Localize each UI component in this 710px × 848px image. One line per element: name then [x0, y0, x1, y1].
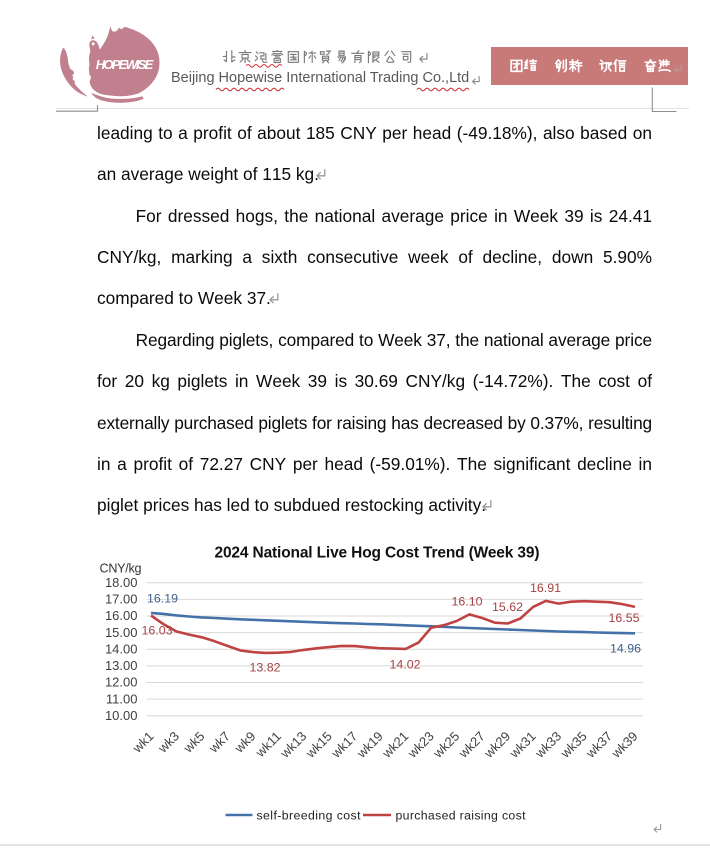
svg-text:wk25: wk25	[430, 729, 463, 762]
svg-text:15.00: 15.00	[105, 625, 138, 640]
svg-text:wk37: wk37	[582, 729, 615, 762]
svg-text:11.00: 11.00	[106, 691, 138, 706]
svg-text:16.91: 16.91	[530, 581, 561, 595]
svg-text:13.82: 13.82	[249, 661, 280, 675]
svg-text:wk35: wk35	[557, 729, 590, 762]
svg-text:14.96: 14.96	[610, 641, 641, 655]
svg-text:16.10: 16.10	[451, 595, 482, 609]
svg-text:wk23: wk23	[404, 729, 437, 762]
svg-text:wk7: wk7	[205, 729, 233, 757]
svg-text:14.02: 14.02	[389, 658, 420, 672]
svg-text:14.00: 14.00	[105, 642, 138, 657]
svg-text:wk39: wk39	[608, 729, 641, 762]
svg-text:wk1: wk1	[129, 729, 157, 757]
svg-text:17.00: 17.00	[105, 592, 138, 607]
svg-text:12.00: 12.00	[105, 675, 138, 690]
svg-text:16.55: 16.55	[608, 611, 639, 625]
svg-text:wk11: wk11	[252, 729, 284, 761]
svg-text:16.19: 16.19	[147, 592, 178, 606]
svg-text:10.00: 10.00	[105, 708, 138, 723]
svg-text:CNY/kg: CNY/kg	[100, 562, 142, 576]
svg-text:wk31: wk31	[506, 729, 539, 762]
svg-text:18.00: 18.00	[105, 575, 138, 590]
svg-text:wk3: wk3	[154, 729, 182, 757]
svg-text:wk17: wk17	[328, 729, 361, 762]
svg-text:13.00: 13.00	[105, 658, 138, 673]
svg-text:wk5: wk5	[180, 729, 208, 757]
svg-text:wk21: wk21	[379, 729, 412, 762]
svg-text:purchased raising cost: purchased raising cost	[396, 809, 527, 823]
svg-text:16.00: 16.00	[105, 608, 138, 623]
svg-text:wk27: wk27	[455, 729, 488, 762]
svg-text:16.03: 16.03	[141, 624, 172, 638]
svg-text:wk15: wk15	[302, 729, 335, 762]
svg-text:2024 National Live Hog Cost Tr: 2024 National Live Hog Cost Trend (Week …	[215, 545, 540, 562]
svg-text:wk29: wk29	[480, 729, 513, 762]
svg-text:wk33: wk33	[531, 729, 564, 762]
svg-text:15.62: 15.62	[492, 600, 523, 614]
svg-text:HOPEWISE: HOPEWISE	[96, 57, 154, 72]
svg-text:wk13: wk13	[277, 729, 310, 762]
svg-text:wk19: wk19	[353, 729, 386, 762]
svg-text:self-breeding cost: self-breeding cost	[257, 809, 362, 823]
